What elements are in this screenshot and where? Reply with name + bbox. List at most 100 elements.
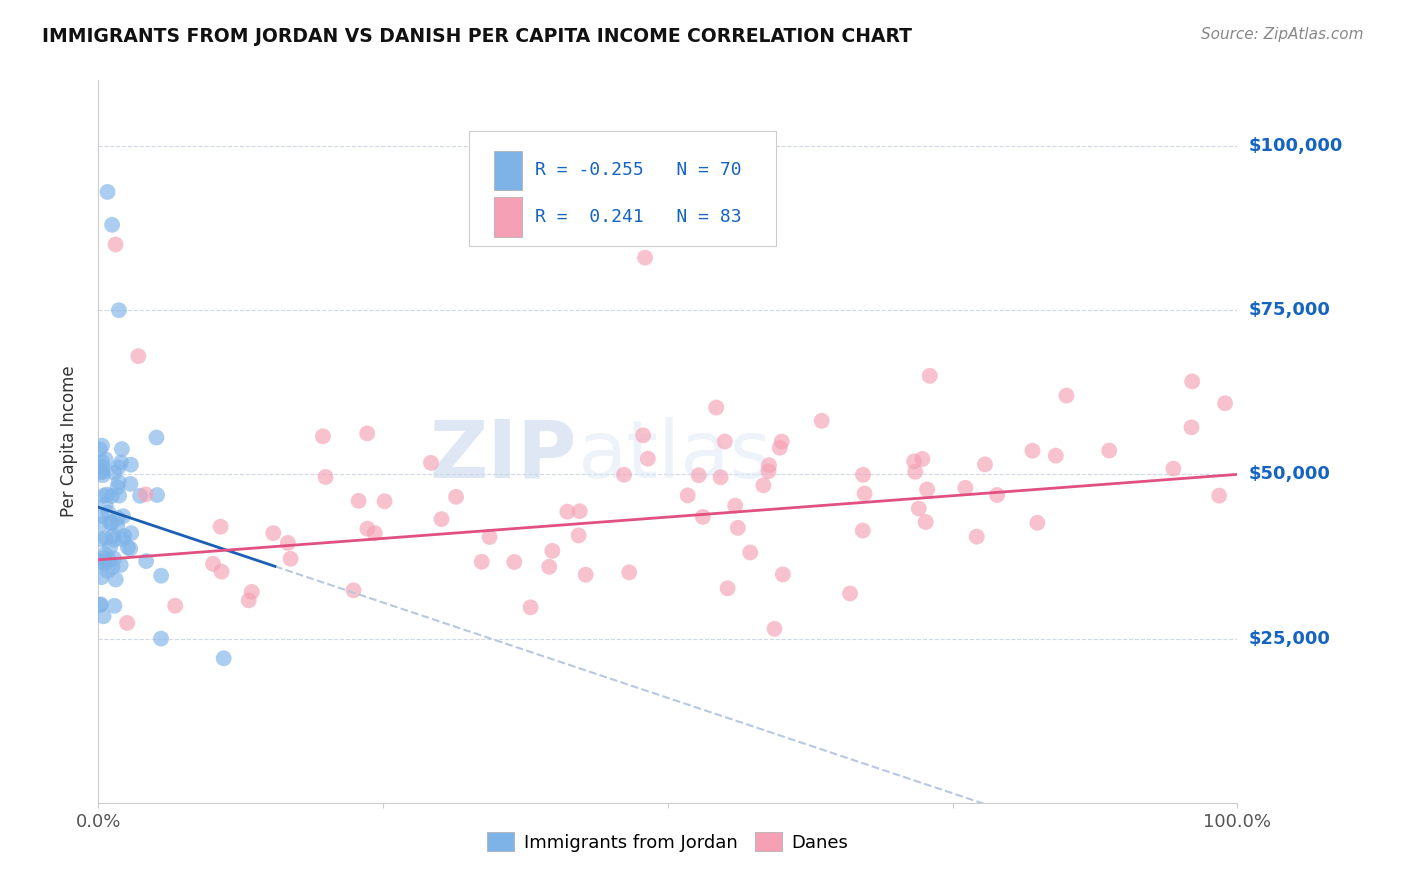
Point — [120, 458, 142, 472]
Text: $100,000: $100,000 — [1249, 137, 1343, 155]
Point — [89, 598, 111, 612]
Point — [97, 553, 120, 567]
Point — [91, 468, 114, 483]
Point — [631, 428, 654, 442]
Point — [97, 505, 120, 519]
Point — [1181, 375, 1204, 389]
Point — [503, 555, 526, 569]
Point — [212, 651, 235, 665]
Point — [146, 488, 169, 502]
Point — [568, 528, 591, 542]
Text: $75,000: $75,000 — [1249, 301, 1330, 319]
Point — [557, 505, 579, 519]
Point — [112, 509, 135, 524]
Point — [135, 554, 157, 568]
Point — [100, 516, 122, 531]
Point — [101, 529, 124, 543]
Point — [262, 526, 284, 541]
Point — [90, 465, 112, 479]
Point — [280, 551, 302, 566]
Point — [150, 632, 173, 646]
Point — [101, 560, 124, 574]
Point — [688, 468, 710, 483]
Text: $50,000: $50,000 — [1249, 466, 1330, 483]
Point — [852, 524, 875, 538]
Point — [758, 458, 780, 473]
Point — [94, 547, 117, 561]
Point — [209, 519, 232, 533]
Point — [1026, 516, 1049, 530]
Text: R =  0.241   N = 83: R = 0.241 N = 83 — [534, 208, 741, 226]
Point — [108, 489, 131, 503]
Point — [1054, 388, 1078, 402]
Point — [94, 452, 117, 467]
Point — [89, 555, 111, 569]
Point — [356, 426, 378, 441]
Point — [1180, 420, 1202, 434]
Point — [90, 508, 112, 523]
Point — [714, 434, 737, 449]
Text: IMMIGRANTS FROM JORDAN VS DANISH PER CAPITA INCOME CORRELATION CHART: IMMIGRANTS FROM JORDAN VS DANISH PER CAP… — [42, 27, 912, 45]
Point — [120, 541, 142, 556]
Point — [111, 442, 134, 456]
Text: ZIP: ZIP — [429, 417, 576, 495]
Point — [90, 570, 112, 584]
Point — [769, 441, 792, 455]
Point — [89, 442, 111, 457]
Text: Source: ZipAtlas.com: Source: ZipAtlas.com — [1201, 27, 1364, 42]
Point — [1021, 443, 1043, 458]
Point — [519, 600, 541, 615]
Bar — [494, 151, 522, 190]
Point — [966, 530, 988, 544]
Point — [342, 583, 364, 598]
Point — [101, 218, 124, 232]
Point — [471, 555, 494, 569]
Point — [955, 481, 977, 495]
Point — [541, 544, 564, 558]
Point — [758, 464, 780, 478]
Point — [907, 501, 929, 516]
Point — [315, 470, 337, 484]
Point — [763, 622, 786, 636]
Legend: Immigrants from Jordan, Danes: Immigrants from Jordan, Danes — [481, 825, 855, 859]
Point — [240, 585, 263, 599]
Point — [538, 559, 561, 574]
Point — [107, 475, 129, 490]
Text: $25,000: $25,000 — [1249, 630, 1330, 648]
Point — [120, 476, 142, 491]
Point — [98, 516, 121, 530]
Point — [1163, 461, 1185, 475]
Point — [127, 349, 149, 363]
Point — [770, 434, 793, 449]
Point — [96, 185, 118, 199]
Point — [91, 439, 114, 453]
Point — [613, 467, 636, 482]
Point — [312, 429, 335, 443]
Point — [90, 554, 112, 568]
Point — [740, 545, 762, 559]
Point — [91, 465, 114, 479]
Point — [165, 599, 187, 613]
Point — [90, 598, 112, 612]
Point — [704, 401, 727, 415]
Point — [107, 480, 129, 494]
Point — [110, 558, 132, 572]
Point — [103, 599, 125, 613]
Point — [717, 582, 740, 596]
Point — [727, 521, 749, 535]
Point — [93, 609, 115, 624]
Bar — [494, 197, 522, 237]
Point — [617, 566, 640, 580]
Point — [211, 565, 233, 579]
Point — [347, 493, 370, 508]
Text: R = -0.255   N = 70: R = -0.255 N = 70 — [534, 161, 741, 179]
Point — [93, 556, 115, 570]
Point — [238, 593, 260, 607]
Point — [853, 486, 876, 500]
Point — [129, 489, 152, 503]
Point — [202, 557, 225, 571]
Point — [98, 540, 121, 554]
Point — [634, 251, 657, 265]
Point — [112, 529, 135, 543]
Point — [96, 487, 118, 501]
